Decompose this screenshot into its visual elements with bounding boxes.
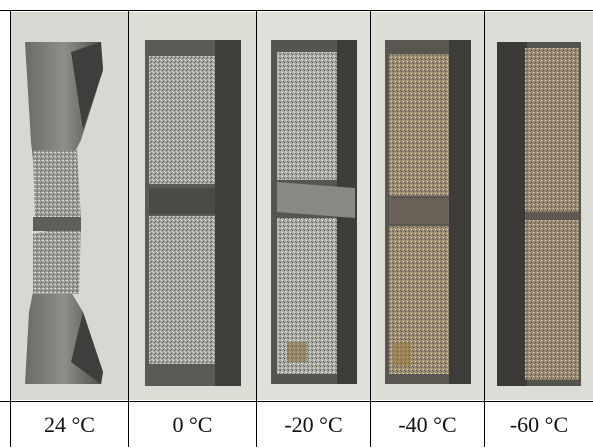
- temperature-label: -60 °C: [509, 412, 569, 437]
- temperature-label: 24 °C: [44, 412, 95, 437]
- charpy-specimen-image: [485, 12, 593, 400]
- specimen-photo-24c: [11, 12, 128, 400]
- temperature-label: -20 °C: [284, 412, 343, 437]
- charpy-specimen-image: [371, 12, 484, 400]
- charpy-specimen-image: [257, 12, 370, 400]
- charpy-specimen-image: [11, 12, 128, 400]
- table-row-divider: [0, 401, 593, 402]
- column-divider: [370, 10, 371, 447]
- temperature-label: -40 °C: [398, 412, 457, 437]
- specimen-photo-minus40c: [371, 12, 484, 400]
- column-divider: [128, 10, 129, 447]
- temperature-label: 0 °C: [172, 412, 213, 437]
- specimen-photo-minus60c: [485, 12, 593, 400]
- charpy-specimen-image: [129, 12, 256, 400]
- specimen-photo-minus20c: [257, 12, 370, 400]
- column-divider: [10, 10, 11, 447]
- column-divider: [256, 10, 257, 447]
- table-top-border: [0, 10, 593, 11]
- column-divider: [484, 10, 485, 447]
- specimen-photo-0c: [129, 12, 256, 400]
